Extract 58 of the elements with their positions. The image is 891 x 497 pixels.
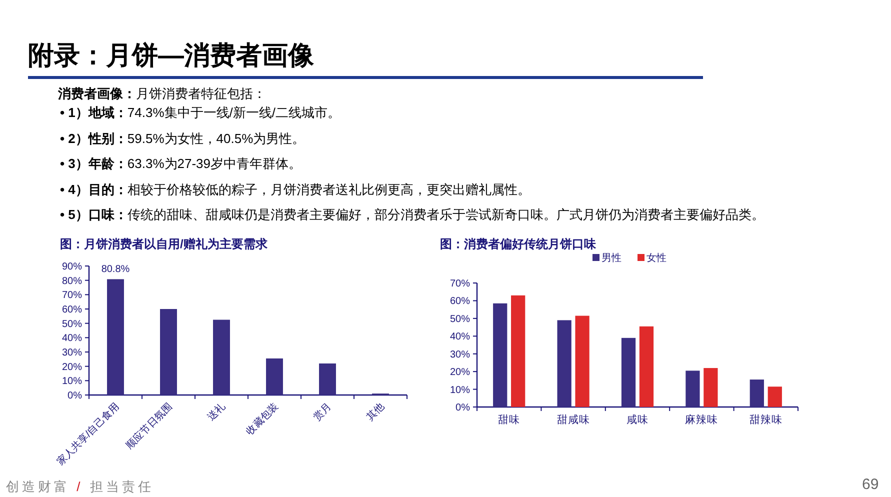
y-tick-label: 50% <box>62 318 82 330</box>
x-tick-label: 咸味 <box>626 413 648 426</box>
y-tick-label: 90% <box>62 262 82 272</box>
x-tick-label: 甜味 <box>498 413 520 426</box>
bar <box>639 326 654 407</box>
y-tick-label: 70% <box>450 278 470 290</box>
y-tick-label: 50% <box>450 314 470 325</box>
y-tick-label: 40% <box>62 333 82 344</box>
y-tick-label: 10% <box>450 384 470 396</box>
bar <box>704 368 718 407</box>
data-label: 80.8% <box>101 264 130 276</box>
y-tick-label: 20% <box>450 367 470 378</box>
x-tick-label: 麻辣味 <box>685 413 718 426</box>
bar <box>107 279 124 395</box>
x-tick-label: 赏月 <box>310 400 334 424</box>
x-tick-label: 送礼 <box>204 400 228 424</box>
y-tick-label: 70% <box>62 290 82 302</box>
y-tick-label: 0% <box>68 390 82 402</box>
x-tick-label: 其他 <box>364 400 387 424</box>
bar <box>750 380 764 407</box>
y-tick-label: 30% <box>450 349 470 360</box>
text: • 5）口味：传统的甜味、甜咸味仍是消费者主要偏好，部分消费者乐于尝试新奇口味。广式月饼仍为消费者主要偏好品类。 <box>60 206 764 224</box>
bar <box>621 338 636 407</box>
bar <box>511 295 526 407</box>
chart-title: 图：消费者偏好传统月饼口味 <box>440 237 597 251</box>
text: • 4）目的：相较于价格较低的粽子，月饼消费者送礼比例更高，更突出赠礼属性。 <box>60 180 532 198</box>
legend-label: 男性 <box>602 252 622 264</box>
y-tick-label: 40% <box>450 332 470 343</box>
bar <box>266 358 283 395</box>
text: • 1）地域：74.3%集中于一线/新一线/二线城市。 <box>60 104 342 122</box>
bar <box>557 320 572 407</box>
y-tick-label: 80% <box>62 276 82 287</box>
y-tick-label: 20% <box>62 362 82 373</box>
bar <box>213 320 230 395</box>
text: 消费者画像：月饼消费者特征包括： <box>58 85 266 103</box>
bar <box>686 370 700 407</box>
y-tick-label: 10% <box>62 376 82 388</box>
y-tick-label: 30% <box>62 348 82 358</box>
bar <box>160 309 177 395</box>
text: • 3）年龄：63.3%为27-39岁中青年群体。 <box>60 155 303 173</box>
y-tick-label: 60% <box>450 296 470 308</box>
x-tick-label: 甜咸味 <box>556 413 590 426</box>
y-tick-label: 60% <box>62 304 82 316</box>
x-tick-label: 甜辣味 <box>749 413 782 426</box>
text: 附录：月饼—消费者画像 <box>28 39 314 72</box>
bar <box>768 386 782 407</box>
bar <box>575 316 590 407</box>
x-tick-label: 顺应节日氛围 <box>124 400 175 452</box>
y-tick-label: 0% <box>456 402 470 414</box>
bar <box>319 363 336 395</box>
text: • 2）性别：59.5%为女性，40.5%为男性。 <box>60 130 306 148</box>
x-tick-label: 家人共享/自己食用 <box>54 400 122 468</box>
bar <box>493 303 508 407</box>
legend-label: 女性 <box>646 252 666 264</box>
chart-title: 图：月饼消费者以自用/赠礼为主要需求 <box>60 237 268 251</box>
text: 创造财富 / 担当责任 <box>6 478 154 496</box>
text: 69 <box>862 476 879 493</box>
x-tick-label: 收藏包装 <box>244 400 281 438</box>
